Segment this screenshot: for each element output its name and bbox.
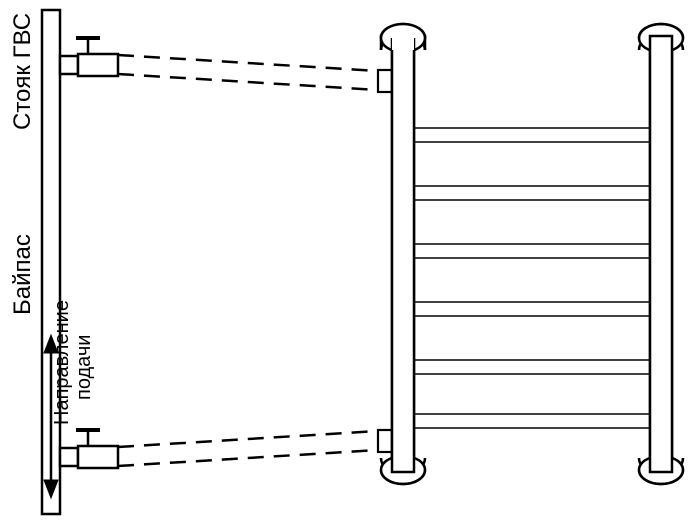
valve-top — [60, 38, 118, 76]
connector-pipe-bottom — [118, 431, 378, 466]
radiator-bars — [410, 128, 654, 428]
label-bypass: Байпас — [9, 234, 36, 315]
valve-bottom — [60, 430, 118, 468]
label-flow-direction-2: подачи — [73, 335, 95, 400]
connector-pipe-top — [118, 55, 378, 90]
label-riser: Стояк ГВС — [9, 13, 36, 130]
plumbing-schematic: Стояк ГВС Байпас Направление подачи — [0, 0, 700, 524]
towel-radiator — [378, 24, 683, 484]
label-flow-direction-1: Направление — [51, 300, 73, 425]
